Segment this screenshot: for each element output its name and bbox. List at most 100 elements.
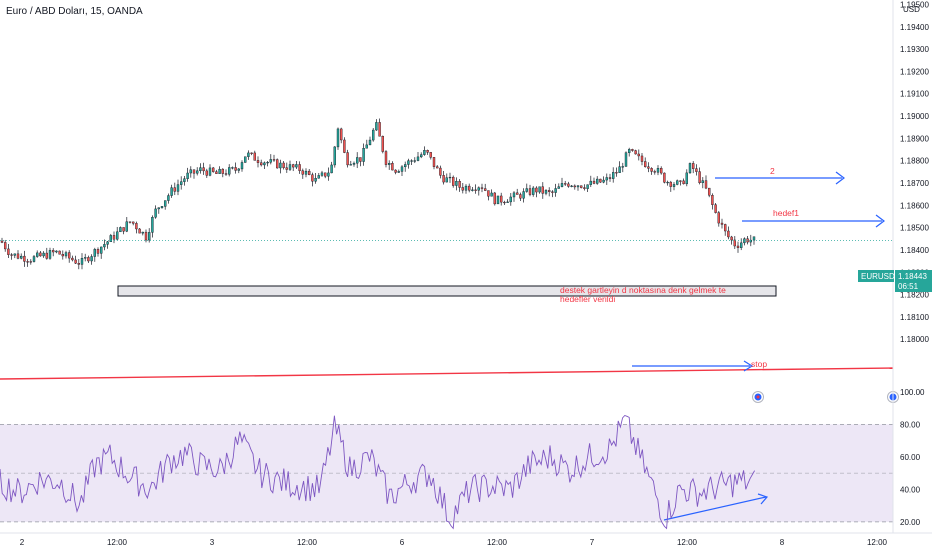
- candle: [237, 168, 241, 174]
- candle: [621, 162, 624, 173]
- candle: [32, 254, 36, 263]
- candle: [359, 157, 362, 167]
- candle: [528, 184, 532, 197]
- symbol-tag: EURUSD: [861, 272, 895, 281]
- rsi-line: [0, 414, 755, 530]
- candle: [119, 226, 122, 233]
- candle: [503, 200, 506, 206]
- candle: [183, 175, 186, 186]
- time-tick-label: 8: [780, 538, 785, 547]
- candle: [23, 250, 26, 267]
- candle: [631, 148, 634, 152]
- candle: [660, 166, 663, 175]
- candle: [608, 173, 612, 182]
- candle: [71, 255, 74, 262]
- price-tick-label: 1.18400: [900, 246, 929, 255]
- candle: [333, 146, 336, 168]
- candle: [135, 221, 138, 234]
- candle: [372, 127, 375, 142]
- bar-countdown: 06:51: [898, 282, 919, 291]
- time-tick-label: 2: [20, 538, 25, 547]
- candle: [506, 199, 509, 203]
- candle: [397, 169, 400, 173]
- candle: [516, 188, 519, 195]
- candle: [356, 152, 359, 169]
- candle: [672, 182, 676, 191]
- candle: [173, 182, 177, 196]
- candle: [314, 173, 317, 184]
- alert-marker-icon[interactable]: [752, 391, 764, 403]
- candle: [551, 190, 554, 198]
- candle: [704, 175, 708, 190]
- candle: [324, 172, 327, 179]
- rsi-divergence-arrow[interactable]: [663, 493, 769, 521]
- candle: [276, 158, 279, 169]
- price-tick-label: 1.18500: [900, 224, 929, 233]
- candle: [701, 177, 704, 189]
- candle: [253, 150, 257, 161]
- time-tick-label: 12:00: [677, 538, 698, 547]
- candle: [692, 161, 695, 174]
- candle: [669, 180, 672, 192]
- price-axis[interactable]: 1.19500 1.19400 1.19300 1.19200 1.19100 1.190…: [900, 0, 929, 344]
- candle: [176, 179, 180, 196]
- price-tick-label: 1.19400: [900, 23, 929, 32]
- candle: [64, 250, 68, 259]
- candle: [413, 157, 416, 164]
- candle: [708, 187, 711, 198]
- candle: [509, 193, 512, 206]
- candle: [666, 180, 669, 186]
- candle: [378, 118, 381, 137]
- candle: [141, 231, 145, 236]
- time-axis[interactable]: 2 12:00 3 12:00 6 12:00 7 12:00 8 12:00: [20, 538, 888, 547]
- candle: [548, 187, 551, 197]
- candle: [205, 168, 209, 178]
- candle: [61, 250, 64, 260]
- candle: [602, 176, 605, 184]
- last-price-tag: EURUSD 1.18443 06:51: [858, 270, 932, 292]
- currency-label: USD: [903, 5, 920, 14]
- rsi-tick-label: 80.00: [900, 420, 921, 429]
- candle: [596, 176, 599, 185]
- candle: [115, 226, 119, 241]
- candle: [490, 189, 493, 197]
- candle: [96, 247, 100, 257]
- support-zone-box[interactable]: [117, 285, 777, 297]
- candle: [724, 223, 727, 236]
- candle: [580, 185, 583, 189]
- candle: [554, 183, 557, 197]
- target1-arrow[interactable]: [742, 214, 885, 228]
- candle: [720, 218, 724, 229]
- candle: [685, 169, 688, 187]
- candle: [599, 178, 602, 183]
- candle: [211, 166, 215, 173]
- candle: [653, 169, 656, 175]
- target2-arrow[interactable]: [715, 171, 845, 185]
- candle: [682, 178, 685, 185]
- rsi-tick-label: 40.00: [900, 485, 921, 494]
- candle: [192, 169, 196, 179]
- candle: [736, 241, 740, 253]
- candle: [36, 250, 39, 258]
- candle: [445, 173, 448, 183]
- candle: [224, 169, 228, 176]
- candle: [160, 205, 164, 209]
- candle: [195, 167, 199, 176]
- candle: [586, 184, 589, 193]
- rsi-axis[interactable]: 100.00 80.00 60.00 40.00 20.00: [900, 388, 925, 527]
- candle: [279, 159, 282, 174]
- candle: [151, 215, 154, 238]
- candle: [147, 228, 151, 243]
- stop-arrow[interactable]: [632, 360, 754, 372]
- candle: [106, 241, 109, 249]
- candle: [439, 165, 442, 179]
- candle: [477, 186, 480, 196]
- candle: [16, 250, 20, 260]
- candle: [576, 185, 580, 191]
- candle: [311, 172, 314, 187]
- candle: [352, 161, 356, 167]
- candle: [131, 221, 135, 226]
- time-tick-label: 7: [590, 538, 595, 547]
- stop-trend-line[interactable]: [0, 367, 894, 380]
